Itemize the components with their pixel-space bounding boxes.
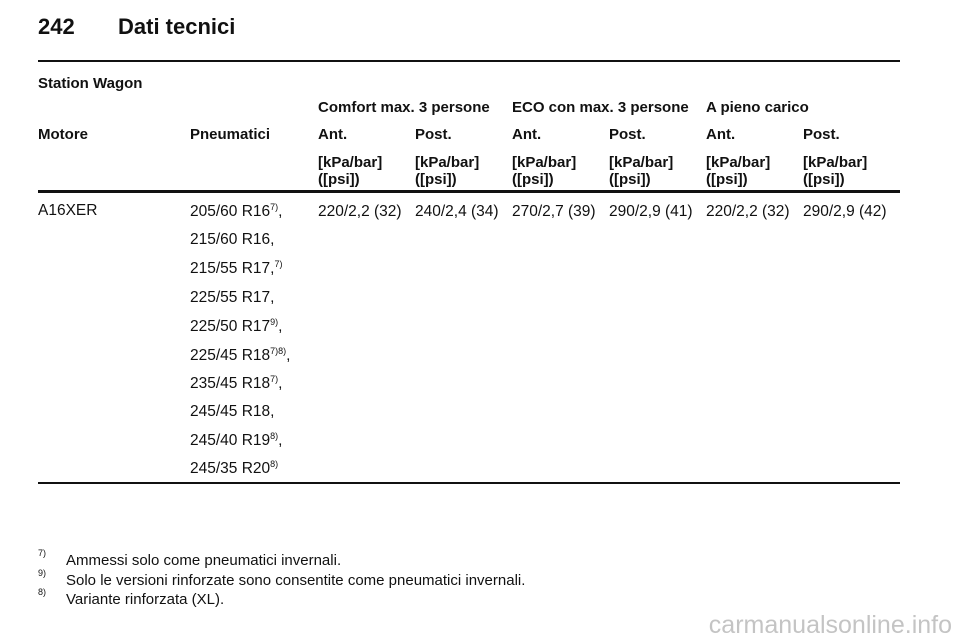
column-header-comfort-front: Ant. — [318, 126, 348, 143]
tyre-size: 225/45 R18 — [190, 347, 271, 364]
pressure-full-front: 220/2,2 (32) — [706, 203, 790, 220]
page-number: 242 — [38, 14, 75, 39]
tyre-size-item: 215/55 R17,7) — [190, 260, 282, 278]
tyre-size: 205/60 R16 — [190, 203, 271, 220]
unit-kpa-bar: [kPa/bar] — [706, 154, 771, 171]
tyre-size: 245/45 R18, — [190, 403, 275, 420]
column-header-eco-rear: Post. — [609, 126, 646, 143]
footnote-mark: 8) — [38, 587, 47, 597]
tyre-size: 245/40 R19 — [190, 432, 271, 449]
unit-kpa-bar: [kPa/bar] — [415, 154, 480, 171]
footnote-ref: 7) — [270, 202, 279, 212]
footnote-mark: 7) — [38, 548, 47, 558]
tyre-size-item: 245/35 R208) — [190, 460, 278, 478]
unit-header: [kPa/bar] ([psi]) — [512, 154, 576, 188]
unit-header: [kPa/bar] ([psi]) — [706, 154, 770, 188]
footnote-ref: 9) — [270, 317, 279, 327]
pressure-full-rear: 290/2,9 (42) — [803, 203, 887, 220]
unit-psi: ([psi]) — [706, 171, 748, 188]
tyre-size: 215/60 R16, — [190, 231, 275, 248]
unit-header: [kPa/bar] ([psi]) — [318, 154, 382, 188]
tyre-size-item: 225/55 R17, — [190, 289, 274, 307]
group-header-eco: ECO con max. 3 persone — [512, 99, 689, 116]
footnote-text: Variante rinforzata (XL). — [66, 591, 225, 608]
column-header-full-rear: Post. — [803, 126, 840, 143]
unit-psi: ([psi]) — [609, 171, 651, 188]
tyre-size: 235/45 R18 — [190, 375, 271, 392]
pressure-comfort-front: 220/2,2 (32) — [318, 203, 402, 220]
unit-kpa-bar: [kPa/bar] — [318, 154, 383, 171]
separator: , — [278, 318, 283, 335]
footnote-ref: 7) — [274, 259, 283, 269]
tyre-size: 225/55 R17, — [190, 289, 275, 306]
tyre-size: 215/55 R17, — [190, 260, 275, 277]
table-header-divider — [38, 190, 900, 193]
tyre-size-item: 245/40 R198), — [190, 432, 282, 450]
table-bottom-divider — [38, 482, 900, 484]
engine-cell: A16XER — [38, 202, 98, 219]
tyre-size-item: 215/60 R16, — [190, 231, 274, 249]
separator: , — [278, 375, 283, 392]
pressure-eco-front: 270/2,7 (39) — [512, 203, 596, 220]
footnote-text: Ammessi solo come pneumatici invernali. — [66, 552, 342, 569]
column-header-comfort-rear: Post. — [415, 126, 452, 143]
unit-kpa-bar: [kPa/bar] — [803, 154, 868, 171]
section-title: Station Wagon — [38, 75, 143, 92]
unit-psi: ([psi]) — [415, 171, 457, 188]
tyre-size-item: 235/45 R187), — [190, 375, 282, 393]
footnote-mark: 9) — [38, 568, 47, 578]
footnote-text: Solo le versioni rinforzate sono consent… — [66, 572, 526, 589]
separator: , — [278, 203, 283, 220]
separator: , — [278, 432, 283, 449]
separator: , — [286, 347, 291, 364]
footnote-ref: 7) — [270, 374, 279, 384]
group-header-comfort: Comfort max. 3 persone — [318, 99, 490, 116]
pressure-comfort-rear: 240/2,4 (34) — [415, 203, 499, 220]
header-divider — [38, 60, 900, 62]
tyre-size-item: 225/45 R187)8), — [190, 347, 290, 365]
tyre-size-item: 205/60 R167), — [190, 203, 282, 221]
unit-psi: ([psi]) — [803, 171, 845, 188]
footnote-ref: 8) — [270, 431, 279, 441]
column-header-tyres: Pneumatici — [190, 126, 271, 143]
unit-kpa-bar: [kPa/bar] — [512, 154, 577, 171]
unit-psi: ([psi]) — [318, 171, 360, 188]
pressure-eco-rear: 290/2,9 (41) — [609, 203, 693, 220]
page-title: Dati tecnici — [118, 14, 236, 39]
tyre-size: 225/50 R17 — [190, 318, 271, 335]
footnote-ref: 7)8) — [270, 346, 287, 356]
column-header-engine: Motore — [38, 126, 88, 143]
column-header-full-front: Ant. — [706, 126, 736, 143]
unit-header: [kPa/bar] ([psi]) — [415, 154, 479, 188]
tyre-size-item: 225/50 R179), — [190, 318, 282, 336]
footnote-ref: 8) — [270, 459, 279, 469]
column-header-eco-front: Ant. — [512, 126, 542, 143]
unit-psi: ([psi]) — [512, 171, 554, 188]
tyre-size-item: 245/45 R18, — [190, 403, 274, 421]
group-header-full-load: A pieno carico — [706, 99, 809, 116]
unit-header: [kPa/bar] ([psi]) — [609, 154, 673, 188]
watermark: carmanualsonline.info — [708, 611, 952, 639]
unit-kpa-bar: [kPa/bar] — [609, 154, 674, 171]
unit-header: [kPa/bar] ([psi]) — [803, 154, 867, 188]
tyre-size: 245/35 R20 — [190, 460, 271, 477]
